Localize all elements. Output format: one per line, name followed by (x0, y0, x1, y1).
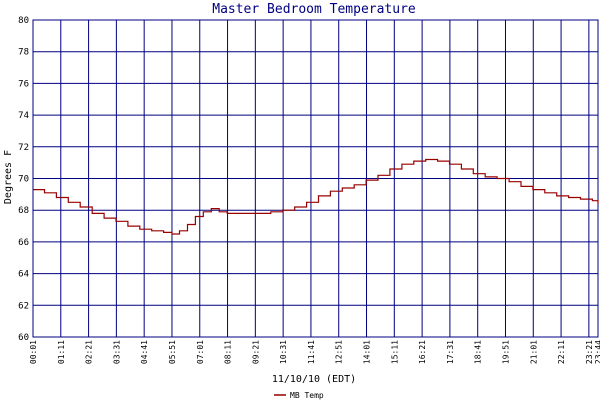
y-axis-label: Degrees F (3, 150, 14, 204)
legend: MB Temp (274, 391, 324, 400)
x-tick-label: 10:31 (279, 340, 288, 364)
y-tick-label: 74 (18, 111, 29, 121)
y-tick-label: 64 (18, 270, 29, 280)
x-tick-label: 16:21 (418, 340, 427, 364)
plot-frame (32, 19, 599, 338)
x-tick-label: 11:41 (307, 340, 316, 364)
y-tick-label: 78 (18, 48, 29, 58)
x-tick-label: 15:11 (390, 340, 399, 364)
x-tick-label: 03:31 (112, 340, 121, 364)
y-tick-label: 62 (18, 301, 29, 311)
x-tick-label: 23:21 (585, 340, 594, 364)
series-layer (33, 158, 599, 235)
grid-layer (32, 19, 599, 338)
y-tick-label: 66 (18, 238, 29, 248)
y-tick-label: 68 (18, 206, 29, 216)
x-tick-label: 04:41 (140, 340, 149, 364)
x-tick-label: 07:01 (196, 340, 205, 364)
y-tick-label: 80 (18, 16, 29, 26)
y-tick-label: 70 (18, 175, 29, 185)
x-tick-label: 01:11 (57, 340, 66, 364)
y-tick-label: 72 (18, 143, 29, 153)
x-tick-label: 00:01 (29, 340, 38, 364)
x-tick-labels: 00:01 01:11 02:21 03:31 04:41 05:51 07:01 08:11… (29, 340, 600, 364)
y-tick-label: 60 (18, 333, 29, 343)
x-tick-label: 14:01 (363, 340, 372, 364)
x-tick-label: 12:51 (335, 340, 344, 364)
x-tick-label: 09:21 (251, 340, 260, 364)
y-tick-labels: 60 62 64 66 68 70 72 74 76 78 80 (18, 16, 29, 343)
x-axis-label: 11/10/10 (EDT) (272, 374, 356, 385)
x-tick-label: 22:11 (557, 340, 566, 364)
x-tick-label: 23:44 (594, 340, 600, 364)
x-tick-label: 08:11 (224, 340, 233, 364)
x-tick-label: 18:41 (474, 340, 483, 364)
x-tick-label: 19:51 (501, 340, 510, 364)
y-tick-label: 76 (18, 79, 29, 89)
series-line (33, 158, 599, 235)
x-tick-label: 17:31 (446, 340, 455, 364)
x-tick-label: 05:51 (168, 340, 177, 364)
legend-label: MB Temp (290, 391, 324, 400)
x-tick-label: 21:01 (529, 340, 538, 364)
chart-title: Master Bedroom Temperature (212, 2, 416, 17)
x-tick-label: 02:21 (85, 340, 94, 364)
